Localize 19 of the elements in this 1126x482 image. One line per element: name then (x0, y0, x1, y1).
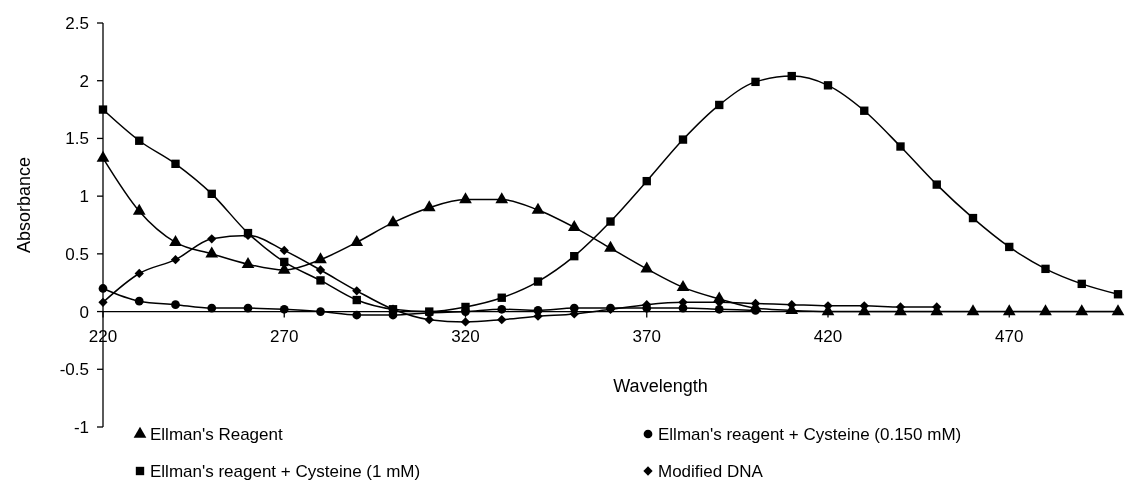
y-tick-label: 1.5 (65, 129, 89, 149)
legend-label: Ellman's reagent + Cysteine (1 mM) (150, 461, 421, 481)
y-tick-label: -1 (73, 417, 89, 437)
y-tick-label: 2 (79, 71, 89, 91)
x-tick-label: 370 (632, 326, 661, 346)
y-tick-label: 0.5 (65, 244, 89, 264)
y-tick-label: 2.5 (65, 13, 89, 33)
x-tick-label: 470 (995, 326, 1024, 346)
legend-label: Ellman's Reagent (150, 424, 283, 444)
y-tick-label: 0 (79, 302, 89, 322)
y-tick-label: -0.5 (59, 360, 89, 380)
y-axis-title: Absorbance (14, 156, 34, 254)
x-axis-title: Wavelength (613, 376, 708, 396)
x-tick-label: 420 (813, 326, 843, 346)
legend-label: Ellman's reagent + Cysteine (0.150 mM) (658, 424, 962, 444)
y-tick-label: 1 (79, 187, 89, 207)
legend-label: Modified DNA (658, 461, 764, 481)
x-tick-label: 320 (451, 326, 480, 346)
x-tick-label: 270 (270, 326, 299, 346)
